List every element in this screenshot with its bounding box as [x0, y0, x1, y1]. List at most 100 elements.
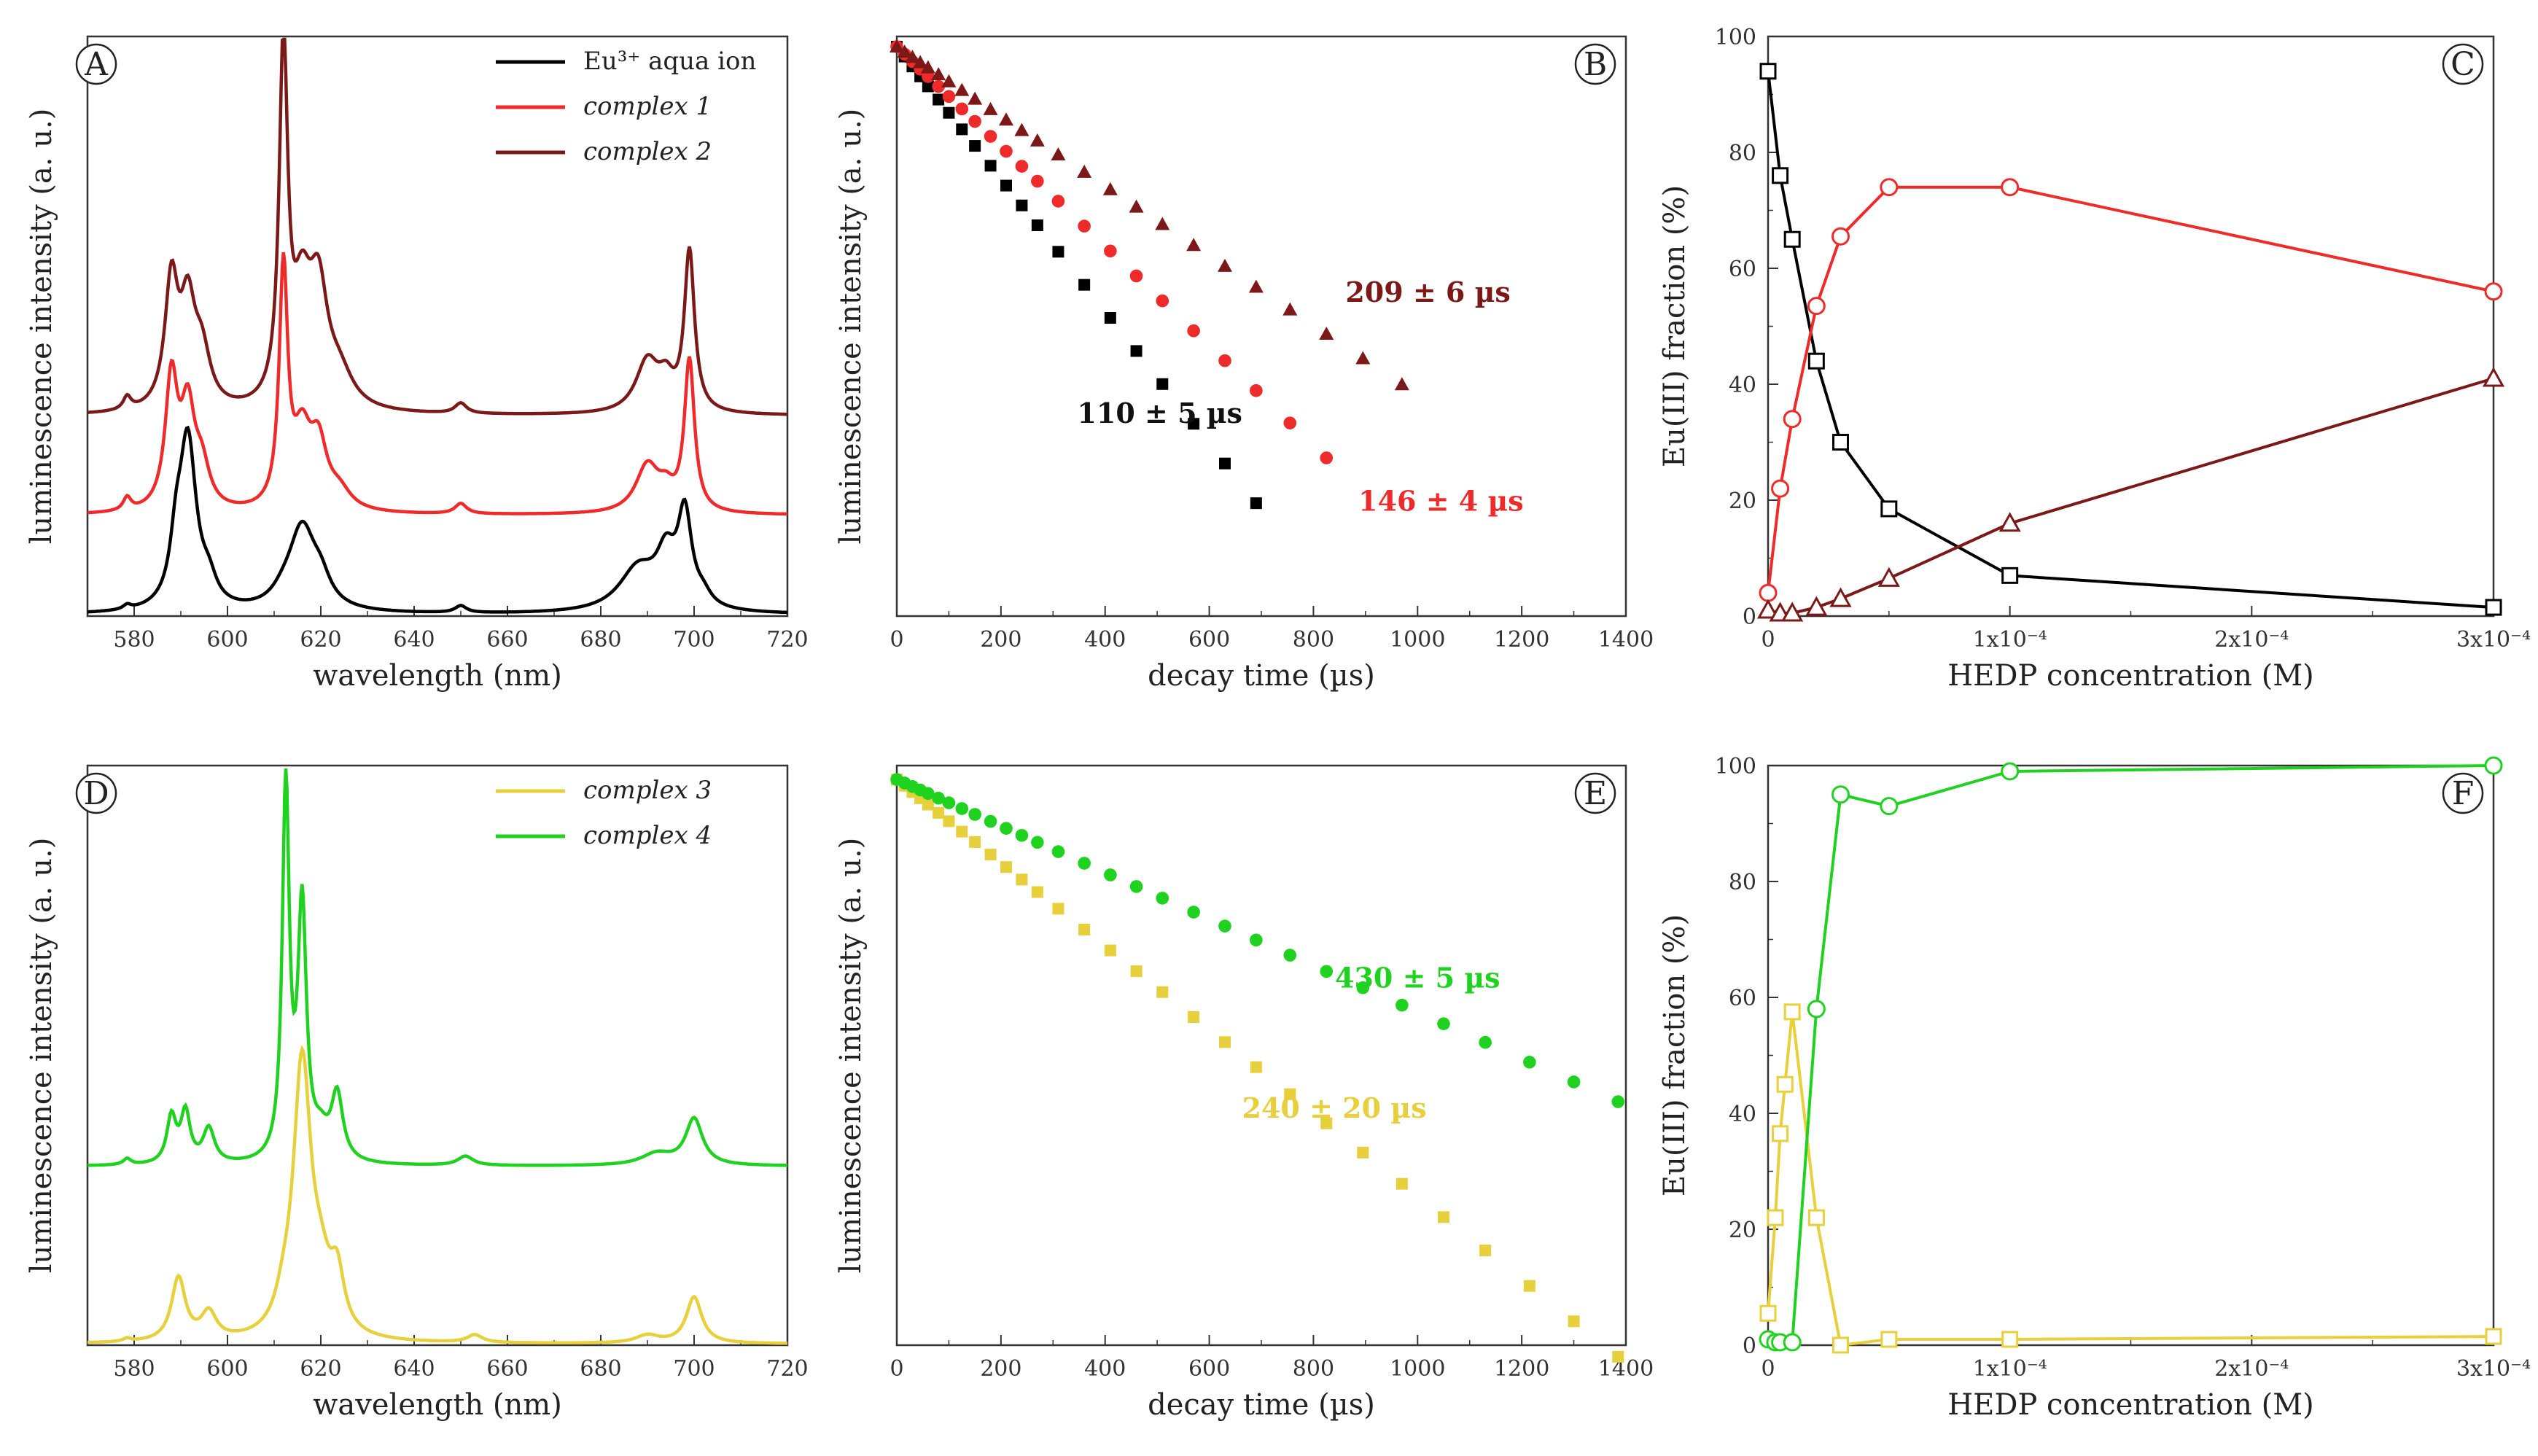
y-tick-label: 40	[1729, 1102, 1756, 1127]
data-point-square	[1031, 886, 1043, 898]
data-point-square	[1438, 1211, 1449, 1223]
data-point-circle	[984, 814, 997, 828]
data-point-circle	[1015, 160, 1029, 173]
y-tick-label: 100	[1715, 25, 1756, 50]
data-point-triangle	[1029, 133, 1045, 147]
data-point-circle	[1771, 479, 1790, 498]
data-point-square	[933, 93, 945, 106]
y-tick-label: 40	[1729, 373, 1756, 398]
data-point-triangle	[999, 112, 1013, 126]
data-point-circle	[1320, 451, 1334, 464]
y-tick-label: 80	[1729, 141, 1756, 166]
x-tick-label: 1200	[1494, 627, 1549, 653]
data-point-square	[1000, 179, 1012, 192]
x-tick-label: 0	[1761, 1356, 1775, 1382]
panel-b: 0 200 400 600 800 1000 1200 1400 209 ± 6 µs 110 ±…	[834, 35, 1654, 693]
x-tick-label: 600	[206, 1356, 248, 1382]
data-point-square	[984, 160, 997, 172]
data-point-square	[1759, 1304, 1777, 1322]
plot-frame	[1767, 35, 2495, 618]
x-tick-label: 1x10⁻⁴	[1973, 627, 2047, 653]
data-point-square	[1156, 378, 1169, 390]
data-point-square	[1130, 345, 1143, 357]
series-line-2	[1767, 377, 2494, 615]
data-point-square	[2485, 1328, 2502, 1345]
series-line-1	[1767, 185, 2494, 593]
x-tick-label: 200	[980, 1356, 1021, 1382]
panel-label-circle	[1574, 772, 1616, 814]
panel-label: E	[1584, 775, 1607, 812]
data-point-triangle	[1248, 279, 1264, 293]
data-point-triangle	[1805, 596, 1828, 616]
plot-frame	[895, 764, 1627, 1347]
y-axis-label: luminescence intensity (a. u.)	[834, 109, 868, 545]
y-axis-label: Eu(III) fraction (%)	[1658, 914, 1692, 1196]
legend-label: Eu³⁺ aqua ion	[583, 47, 756, 76]
data-point-circle	[1078, 857, 1091, 870]
data-point-circle	[1031, 836, 1044, 849]
data-point-circle	[1395, 998, 1409, 1012]
panel-label: F	[2452, 775, 2475, 812]
data-point-triangle	[931, 67, 946, 81]
data-point-circle	[1051, 845, 1065, 858]
data-point-square	[1078, 923, 1091, 935]
x-tick-label: 1x10⁻⁴	[1973, 1356, 2047, 1382]
data-point-square	[1880, 1331, 1898, 1348]
data-point-circle	[1031, 174, 1044, 188]
x-axis-label: wavelength (nm)	[313, 659, 562, 693]
panel-label: B	[1584, 46, 1607, 83]
spectrum-line-1	[87, 252, 788, 516]
data-point-circle	[1250, 384, 1263, 397]
data-point-triangle	[1319, 327, 1334, 340]
data-point-square	[956, 825, 968, 838]
data-point-triangle	[1218, 258, 1232, 272]
data-point-square	[1395, 1177, 1408, 1190]
x-tick-label: 3x10⁻⁴	[2456, 1356, 2531, 1382]
panel-label-circle	[2442, 772, 2484, 814]
data-point-circle	[1078, 219, 1091, 233]
data-point-square	[1767, 1209, 1784, 1226]
data-point-circle	[932, 791, 945, 805]
data-point-circle	[1567, 1075, 1581, 1089]
data-point-circle	[1218, 919, 1231, 933]
data-point-circle	[2001, 762, 2020, 781]
data-point-triangle	[1394, 377, 1409, 391]
data-point-square	[1052, 903, 1064, 915]
data-point-triangle	[1282, 302, 1298, 316]
data-point-square	[1052, 246, 1064, 258]
x-tick-label: 720	[766, 1356, 808, 1382]
x-tick-label: 580	[113, 1356, 155, 1382]
data-point-square	[1479, 1245, 1492, 1257]
legend-label: complex 3	[583, 776, 712, 805]
data-point-square	[1783, 1003, 1801, 1021]
data-point-square	[1880, 500, 1898, 518]
y-tick-label: 60	[1729, 986, 1756, 1011]
data-point-triangle	[1155, 217, 1170, 230]
data-point-square	[943, 106, 955, 119]
data-point-square	[1357, 1146, 1369, 1159]
x-tick-label: 2x10⁻⁴	[2214, 1356, 2289, 1382]
data-point-triangle	[913, 55, 928, 69]
x-tick-label: 620	[300, 1356, 341, 1382]
series-line-0	[1767, 1011, 2494, 1347]
data-point-circle	[1000, 822, 1013, 835]
panel-e: 0 200 400 600 800 1000 1200 1400 430 ± 5 µs 240 ±…	[834, 764, 1654, 1422]
data-point-square	[1016, 199, 1028, 211]
data-point-square	[1759, 63, 1777, 80]
data-point-circle	[1783, 1333, 1802, 1352]
data-point-square	[922, 80, 934, 93]
data-point-triangle	[1781, 602, 1804, 622]
y-tick-label: 60	[1729, 257, 1756, 282]
x-tick-label: 1200	[1494, 1356, 1549, 1382]
data-point-square	[2485, 599, 2502, 616]
x-tick-label: 0	[890, 1356, 903, 1382]
data-point-triangle	[2482, 367, 2505, 387]
data-point-square	[1000, 861, 1012, 873]
x-tick-label: 1000	[1390, 627, 1445, 653]
data-point-circle	[968, 808, 981, 821]
data-point-triangle	[954, 82, 970, 96]
data-point-circle	[1129, 880, 1143, 893]
data-point-circle	[922, 787, 935, 801]
data-point-triangle	[1102, 182, 1118, 195]
